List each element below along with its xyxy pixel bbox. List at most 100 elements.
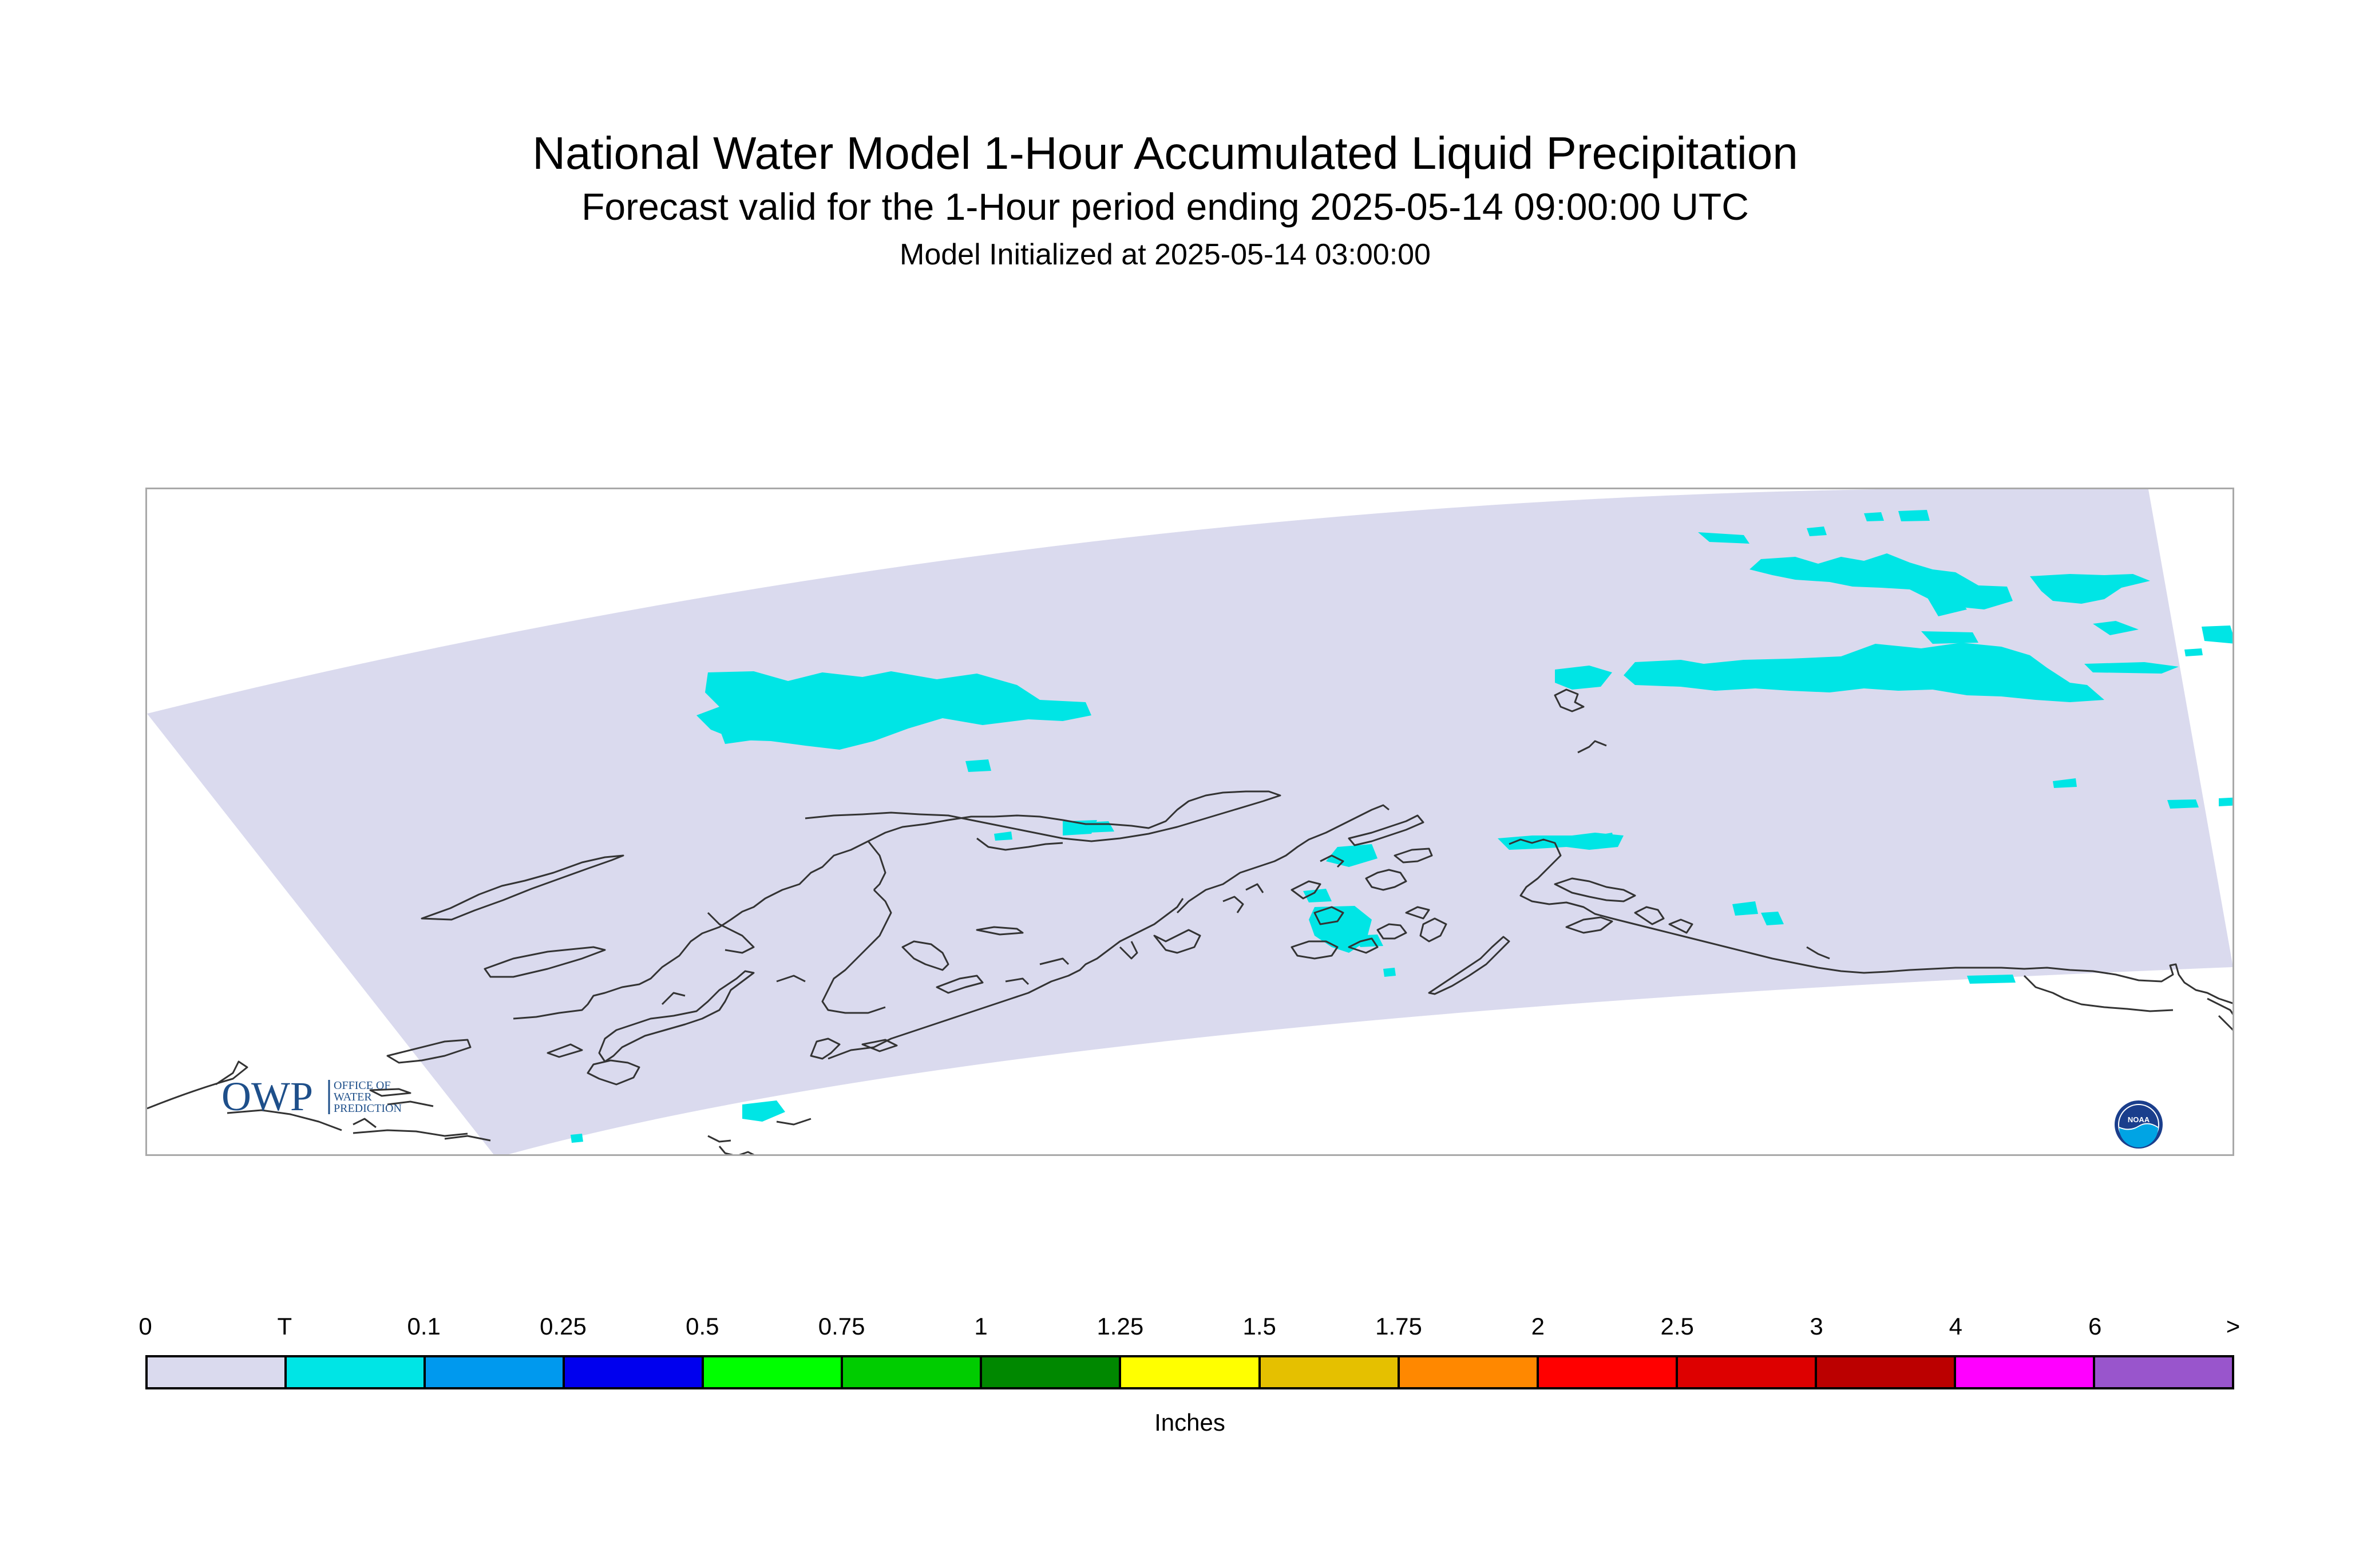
legend-color-cell [1399, 1357, 1539, 1387]
coastline [1565, 916, 1613, 934]
coastline [421, 854, 624, 921]
coastline [776, 1118, 812, 1126]
legend-color-cell [2095, 1357, 2232, 1387]
noaa-logo-text: NOAA [2128, 1115, 2150, 1124]
legend-color-cell [1260, 1357, 1400, 1387]
noaa-logo-bird [2119, 1105, 2158, 1129]
legend-color-cell [287, 1357, 426, 1387]
coastline [976, 926, 1024, 936]
precip-area [1595, 833, 1615, 845]
precip-area [1555, 666, 1612, 690]
coastline [1176, 804, 1390, 914]
legend-color-cell [1816, 1357, 1956, 1387]
legend-tick-label: 0.75 [818, 1313, 865, 1340]
coastline [776, 975, 806, 983]
coastline [1039, 957, 1070, 965]
coastline [2218, 1015, 2232, 1031]
coastline [2207, 997, 2232, 1015]
legend-color-cell [1538, 1357, 1678, 1387]
precip-area [994, 831, 1012, 841]
coastline [1419, 917, 1447, 943]
owp-logo-small-3: PREDICTION [334, 1102, 402, 1115]
coastline [1153, 929, 1201, 954]
owp-logo-small-1: OFFICE OF [334, 1079, 390, 1092]
precip-area [2030, 574, 2150, 604]
coastline [707, 912, 755, 954]
precip-area [965, 759, 991, 772]
model-domain [147, 489, 2232, 1154]
coastline [1668, 918, 1693, 934]
coastline [1405, 906, 1430, 920]
coastline [1394, 848, 1433, 864]
legend-tick-label: 1 [974, 1313, 988, 1340]
legend-color-cell [1956, 1357, 2095, 1387]
coastline [369, 1088, 411, 1097]
legend-tick-label: > [2226, 1313, 2241, 1340]
coastline [1365, 869, 1407, 891]
precip-area [1624, 643, 2104, 702]
legend-color-cell [1121, 1357, 1261, 1387]
coastline [1119, 941, 1138, 960]
coastline [387, 1100, 434, 1107]
coastline [484, 946, 606, 978]
precip-area [1807, 526, 1827, 536]
precip-map: OWP OFFICE OF WATER PREDICTION NOAA [147, 489, 2232, 1154]
coastline [976, 837, 1063, 851]
precip-area [1921, 631, 1978, 644]
color-legend: 0 T 0.1 0.25 0.5 0.75 1 1.25 1.5 1.75 2 2.5 3 4 6 > Inc… [138, 1293, 2240, 1482]
map-panel: OWP OFFICE OF WATER PREDICTION NOAA [145, 488, 2234, 1156]
coastline [1554, 877, 1636, 902]
legend-colorbar [145, 1355, 2234, 1389]
legend-color-cell [1677, 1357, 1817, 1387]
legend-color-cell [982, 1357, 1122, 1387]
legend-color-cell [843, 1357, 983, 1387]
legend-tick-label: 0.1 [407, 1313, 441, 1340]
coastline [513, 790, 1281, 1020]
legend-tick-label: 2.5 [1660, 1313, 1694, 1340]
legend-tick-label: T [277, 1313, 292, 1340]
coastline [547, 1043, 583, 1058]
coastline [353, 1118, 377, 1129]
coastline [1245, 883, 1264, 893]
precip-area [571, 1134, 583, 1143]
coastline [444, 1135, 491, 1142]
noaa-logo-wave [2119, 1124, 2158, 1147]
legend-tick-label: 0.5 [686, 1313, 719, 1340]
coastline [1634, 906, 1665, 925]
coastline [598, 970, 755, 1063]
owp-logo: OWP OFFICE OF WATER PREDICTION [221, 1074, 402, 1119]
coastline [2023, 975, 2174, 1012]
coastline [1348, 937, 1379, 954]
legend-color-cell [565, 1357, 704, 1387]
precip-area [742, 1100, 785, 1122]
model-init-line: Model Initialized at 2025-05-14 03:00:00 [900, 238, 1431, 271]
precip-area [1326, 844, 1378, 867]
legend-color-cell [426, 1357, 565, 1387]
coastline [1222, 896, 1244, 913]
coastline [1376, 923, 1407, 940]
precip-area [2202, 625, 2232, 644]
owp-logo-small-2: WATER [334, 1091, 372, 1103]
legend-tick-label: 1.25 [1097, 1313, 1144, 1340]
coastline [861, 1039, 898, 1052]
precip-area [2084, 662, 2179, 674]
precip-area [696, 671, 1091, 750]
precip-area [1383, 968, 1396, 977]
coastline [828, 898, 1184, 1060]
legend-tick-label: 4 [1949, 1313, 1963, 1340]
noaa-logo: NOAA [2115, 1100, 2163, 1149]
owp-logo-text: OWP [221, 1074, 313, 1119]
coastline [1428, 936, 1510, 995]
coastline [1313, 906, 1344, 925]
precip-area [1732, 901, 1758, 916]
precip-areas [571, 510, 2232, 1143]
coastlines [147, 688, 2232, 1154]
coastline [718, 1146, 755, 1154]
precip-area [1303, 889, 1332, 902]
legend-tick-label: 6 [2088, 1313, 2102, 1340]
legend-tick-label: 1.5 [1242, 1313, 1276, 1340]
legend-tick-label: 1.75 [1375, 1313, 1422, 1340]
precip-area [2053, 778, 2077, 788]
precip-area [2167, 799, 2199, 809]
legend-tick-label: 3 [1810, 1313, 1823, 1340]
